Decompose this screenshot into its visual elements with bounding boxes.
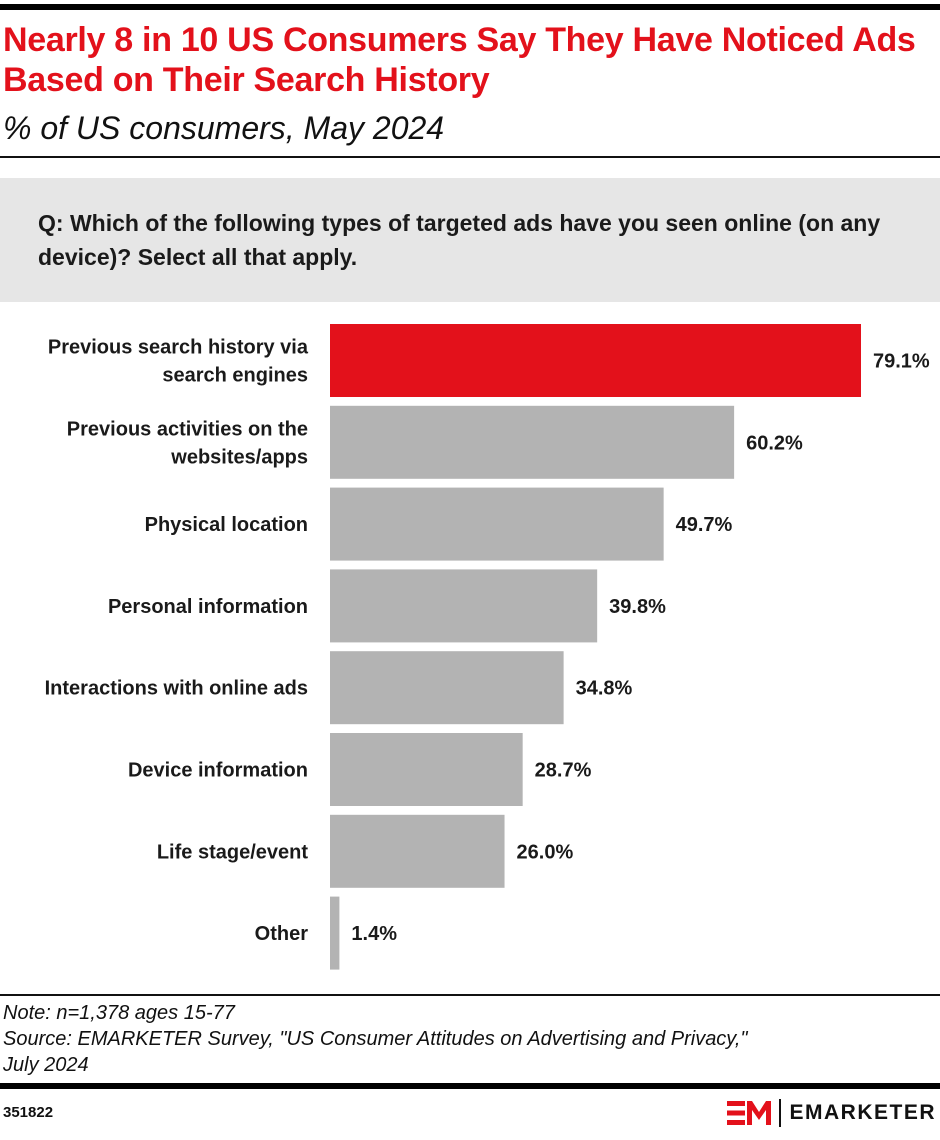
em-logo-icon (727, 1101, 772, 1125)
source-text-line2: July 2024 (3, 1054, 89, 1076)
brand-name: EMARKETER (789, 1101, 936, 1124)
bar-2 (330, 487, 664, 561)
bar-chart: 79.1% Previous search history via search e… (0, 316, 940, 980)
category-label-7: Other (255, 923, 309, 945)
category-label-4: Interactions with online ads (45, 678, 308, 700)
value-label-3: 39.8% (609, 596, 666, 618)
bar-0 (330, 324, 861, 397)
bar-1 (330, 405, 735, 479)
brand-separator (779, 1099, 782, 1127)
category-label-1: Previous activities on the websites/apps (67, 418, 308, 468)
footnotes: Note: n=1,378 ages 15-77 Source: EMARKET… (3, 1000, 923, 1078)
chart-id: 351822 (3, 1104, 54, 1121)
category-label-0: Previous search history via search engine… (48, 337, 309, 387)
bottom-rule (0, 1083, 940, 1089)
bar-7 (330, 896, 340, 970)
value-label-0: 79.1% (873, 351, 930, 373)
question-panel: Q: Which of the following types of targe… (0, 178, 940, 302)
value-label-4: 34.8% (576, 678, 633, 700)
category-label-5: Device information (128, 760, 308, 782)
bar-4 (330, 651, 564, 725)
top-rule (0, 4, 940, 10)
category-label-6: Life stage/event (157, 841, 309, 863)
note-text: Note: n=1,378 ages 15-77 (3, 1002, 235, 1024)
brand-logo: EMARKETER (727, 1096, 936, 1130)
bar-chart-svg: 79.1% Previous search history via search e… (45, 324, 930, 970)
bar-5 (330, 733, 523, 806)
category-label-2: Physical location (145, 514, 308, 536)
value-label-7: 1.4% (351, 923, 397, 945)
question-text: Q: Which of the following types of targe… (38, 210, 881, 270)
chart-title: Nearly 8 in 10 US Consumers Say They Hav… (3, 21, 916, 99)
bar-3 (330, 569, 598, 643)
value-label-5: 28.7% (535, 760, 592, 782)
value-label-2: 49.7% (676, 514, 733, 536)
footer-rule (0, 994, 940, 996)
bar-6 (330, 814, 505, 888)
value-label-6: 26.0% (517, 841, 574, 863)
chart-subtitle: % of US consumers, May 2024 (3, 110, 445, 146)
source-text-line1: Source: EMARKETER Survey, "US Consumer A… (3, 1028, 748, 1050)
value-label-1: 60.2% (746, 432, 803, 454)
category-label-3: Personal information (108, 596, 308, 618)
subtitle-rule (0, 156, 940, 158)
